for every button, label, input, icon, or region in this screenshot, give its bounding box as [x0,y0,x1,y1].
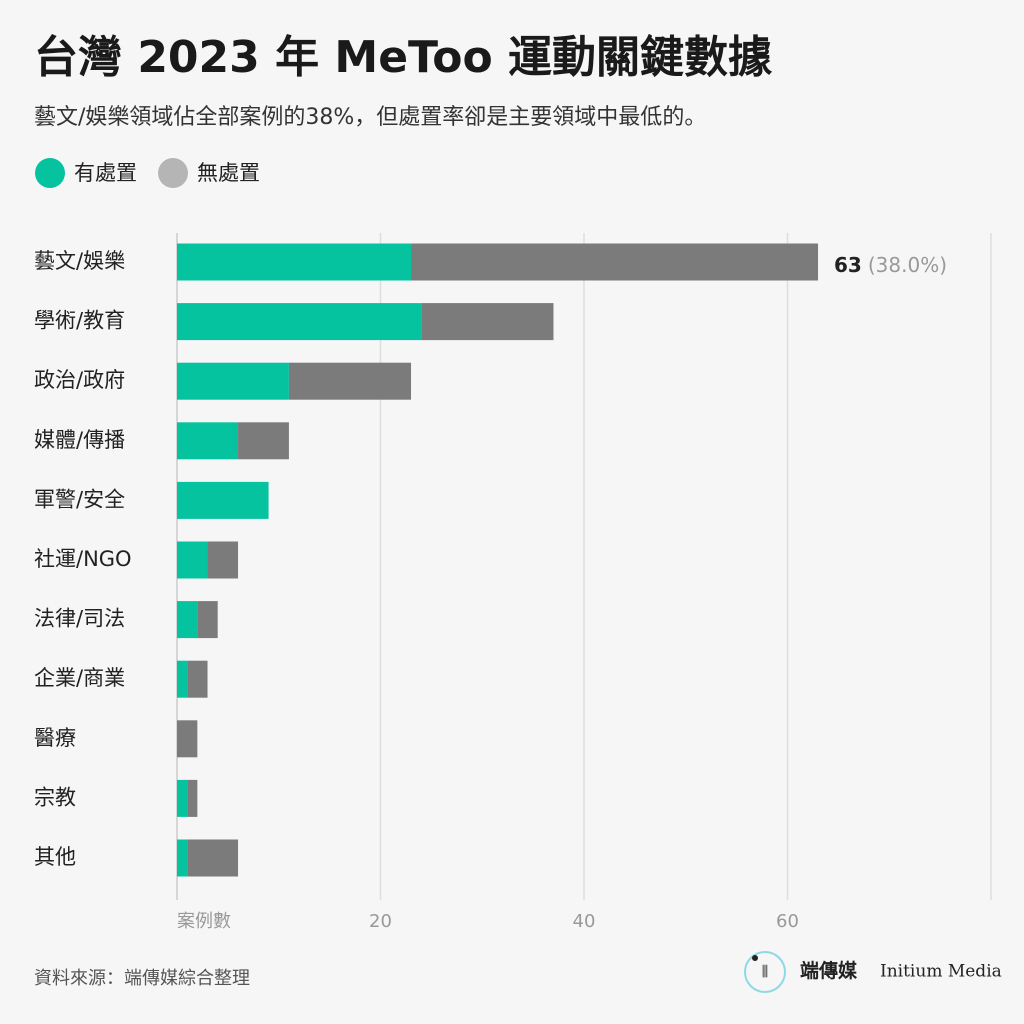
x-axis-label: 案例數 [177,911,231,932]
chart-subtitle: 藝文/娛樂領域佔全部案例的38%，但處置率卻是主要領域中最低的。 [34,105,706,130]
legend-label: 無處置 [197,161,260,185]
logo-ring [744,951,786,993]
annotation-share: (38.0%) [868,253,947,277]
y-tick-label: 媒體/傳播 [34,428,125,452]
bar-segment [177,720,198,758]
bar-segment [177,660,188,698]
y-tick-label: 法律/司法 [34,607,125,631]
bar-segment [411,243,819,281]
bar-segment [177,601,198,639]
x-tick-label: 40 [573,911,596,932]
y-tick-label: 醫療 [34,726,76,750]
legend-label: 有處置 [74,161,137,185]
bar-segment [421,303,554,341]
bar-segment [177,303,422,341]
bar-segment [177,839,188,877]
bar-segment [238,422,289,460]
source: 資料來源：端傳媒綜合整理 [34,968,250,989]
y-tick-label: 其他 [34,845,76,869]
bar-segment [177,481,269,519]
logo-glyph: ⫼ [762,964,768,980]
y-tick-label: 政治/政府 [34,368,125,392]
bar-segment [177,243,412,281]
brand-name: 端傳媒 [800,959,858,982]
legend-swatch [158,158,188,188]
y-tick-label: 企業/商業 [34,666,125,690]
y-tick-label: 社運/NGO [34,547,132,571]
bar-segment [187,660,208,698]
bar-segment [177,422,239,460]
y-tick-label: 宗教 [34,785,76,809]
y-tick-label: 藝文/娛樂 [34,249,125,273]
bar-segment [187,779,198,817]
logo-dot [752,955,758,961]
annotation-total: 63 [834,253,862,277]
brand-logo: ⫼ 端傳媒 Initium Media [744,951,1002,993]
x-tick-label: 60 [776,911,799,932]
chart-title: 台灣 2023 年 MeToo 運動關鍵數據 [34,32,773,83]
y-tick-label: 軍警/安全 [34,487,125,511]
y-tick-label: 學術/教育 [34,309,125,333]
x-tick-label: 20 [369,911,392,932]
bar-segment [288,362,412,400]
bar-segment [207,541,239,579]
brand-name-en: Initium Media [880,962,1002,982]
bar-segment [177,362,289,400]
bar-segment [177,779,188,817]
annotation: 63 (38.0%) [834,253,947,277]
legend-swatch [35,158,65,188]
bar-segment [197,601,218,639]
bar-segment [187,839,239,877]
bar-segment [177,541,208,579]
